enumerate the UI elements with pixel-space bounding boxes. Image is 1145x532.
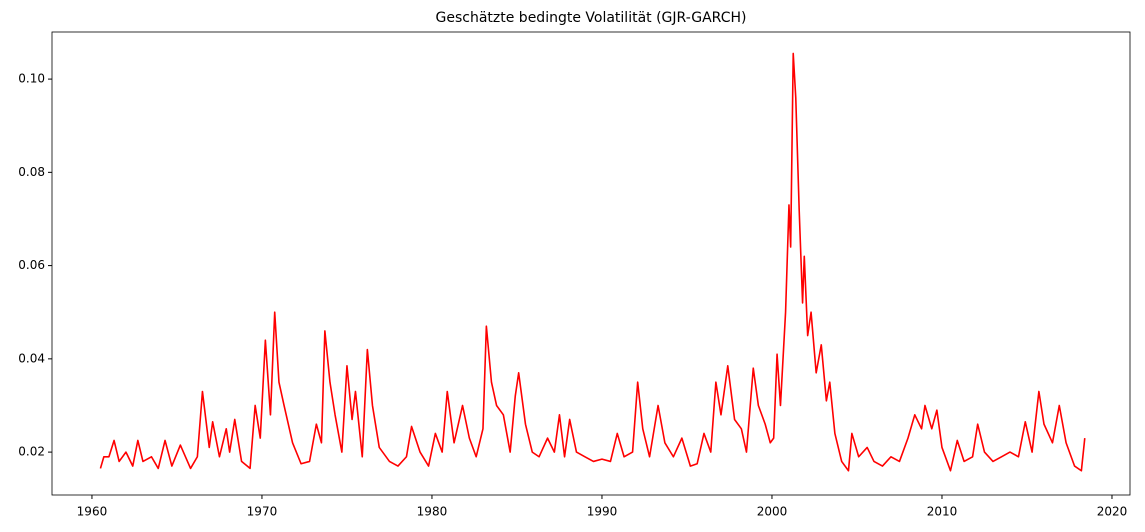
x-tick-label: 1970 — [247, 505, 278, 519]
plot-frame — [51, 31, 1131, 496]
x-tick-label: 1990 — [587, 505, 618, 519]
y-tick-label: 0.08 — [18, 165, 45, 179]
y-tick-label: 0.10 — [18, 72, 45, 86]
x-tick-label: 2010 — [927, 505, 958, 519]
chart-title: Geschätzte bedingte Volatilität (GJR-GAR… — [436, 10, 747, 26]
y-tick-label: 0.06 — [18, 258, 45, 272]
y-tick-label: 0.02 — [18, 445, 45, 459]
x-tick-label: 1960 — [77, 505, 108, 519]
x-tick-label: 1980 — [417, 505, 448, 519]
x-tick-label: 2000 — [757, 505, 788, 519]
x-tick-label: 2020 — [1097, 505, 1128, 519]
line-series — [99, 52, 1086, 472]
y-tick-label: 0.04 — [18, 351, 45, 365]
